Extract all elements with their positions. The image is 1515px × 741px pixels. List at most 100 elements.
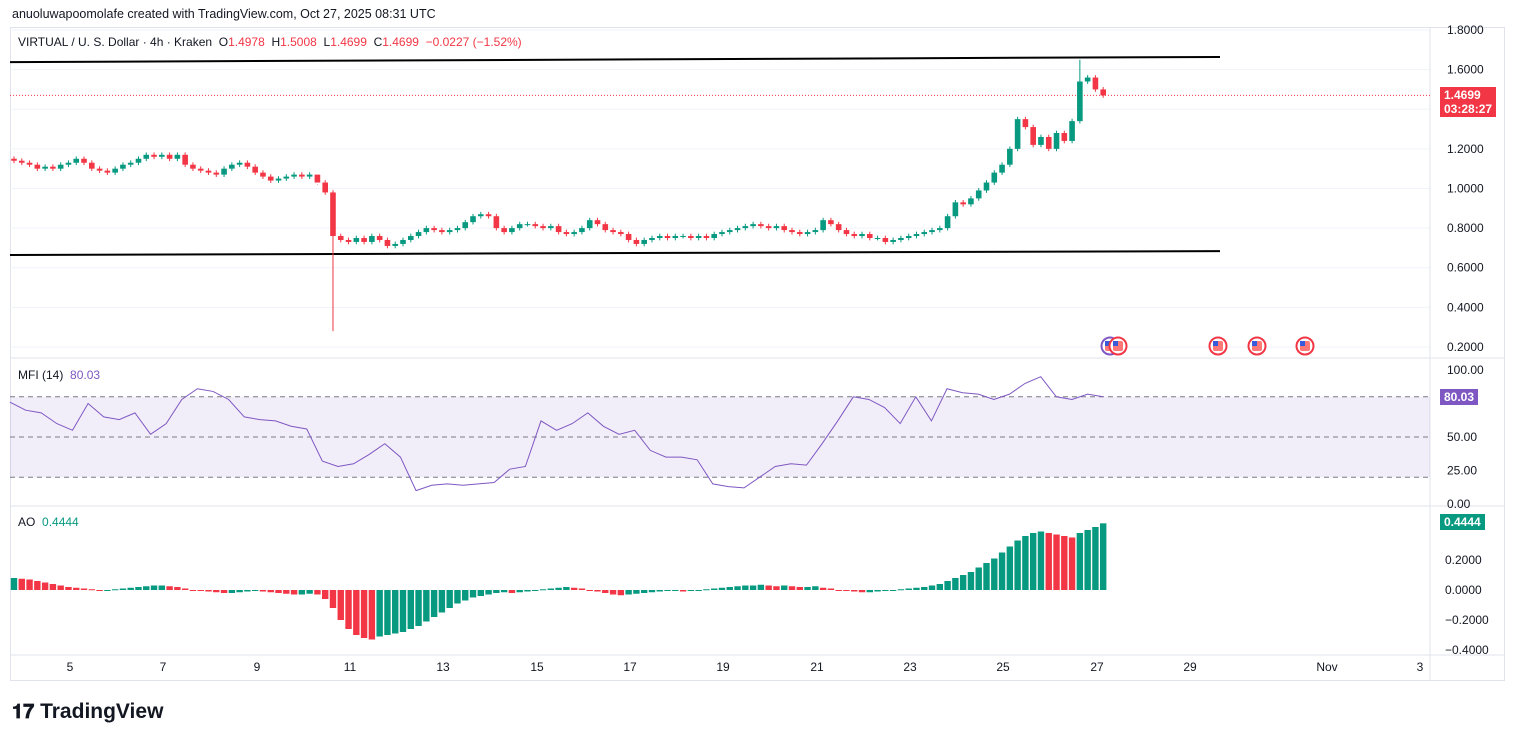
candle-body <box>944 216 951 229</box>
candle-body <box>649 238 655 240</box>
low-label: L <box>323 35 331 49</box>
mfi-axis-label: 0.00 <box>1447 497 1471 511</box>
ao-bar <box>889 590 897 591</box>
mfi-value-tag: 80.03 <box>1440 389 1479 405</box>
ao-bar <box>49 584 57 590</box>
ao-bar <box>991 558 998 590</box>
candle-body <box>703 236 710 239</box>
candle-body <box>221 168 227 175</box>
ao-bar <box>1068 537 1076 590</box>
ao-bar <box>384 590 391 635</box>
ao-bar <box>415 590 422 626</box>
candle-body <box>991 172 998 183</box>
ao-bar <box>703 589 710 591</box>
ao-bar <box>423 590 430 622</box>
ao-bar <box>928 585 936 590</box>
ao-bar <box>392 590 399 634</box>
price-axis-label: 1.0000 <box>1447 181 1484 195</box>
ao-bar <box>524 590 531 592</box>
ao-bar <box>757 584 765 590</box>
ao-bar <box>368 590 376 640</box>
us-flag-canton <box>1300 341 1305 346</box>
low-value: 1.4699 <box>330 35 367 49</box>
candle-body <box>867 234 873 239</box>
candle-body <box>835 224 842 231</box>
ao-bar <box>656 590 663 592</box>
ao-bar <box>213 590 220 593</box>
ao-bar <box>695 590 702 591</box>
ao-bar <box>189 590 197 591</box>
ao-bar <box>73 587 80 590</box>
date-axis-label: 27 <box>1090 660 1104 674</box>
ao-bar <box>1006 546 1014 590</box>
ao-bar <box>1100 523 1107 590</box>
ao-bar <box>298 590 306 595</box>
date-axis-label: 25 <box>996 660 1010 674</box>
candle-body <box>618 232 624 235</box>
candle-body <box>672 236 679 239</box>
candle-body <box>314 174 321 183</box>
candle-body <box>446 230 453 233</box>
candle-body <box>182 154 188 165</box>
candle-body <box>135 158 142 163</box>
ao-bar <box>283 590 290 594</box>
candle-body <box>820 220 826 231</box>
ao-bar <box>306 590 313 594</box>
candle-body <box>680 236 686 238</box>
candle-body <box>50 166 56 169</box>
candle-body <box>859 234 865 237</box>
candle-body <box>711 234 717 239</box>
candle-body <box>127 162 134 165</box>
ao-bar <box>633 590 640 594</box>
ao-bar <box>329 590 337 608</box>
ao-bar <box>819 587 827 590</box>
candle-body <box>283 176 290 179</box>
candle-body <box>120 164 126 169</box>
ao-bar <box>913 587 920 590</box>
ao-bar <box>602 590 609 593</box>
ao-bar <box>1053 534 1060 590</box>
ao-bar <box>205 590 212 592</box>
us-flag-canton <box>1105 341 1110 346</box>
ao-bar <box>251 590 259 591</box>
candle-body <box>73 158 80 163</box>
close-value: 1.4699 <box>382 35 419 49</box>
date-axis-label: Nov <box>1316 660 1337 674</box>
ao-bar <box>718 587 726 590</box>
candle-body <box>376 236 383 240</box>
candle-body <box>205 170 212 173</box>
ao-bar <box>1076 533 1084 590</box>
ao-bar <box>781 585 788 590</box>
candle-body <box>726 230 733 233</box>
ao-bar <box>236 590 243 593</box>
candle-body <box>81 158 87 163</box>
ao-bar <box>1014 540 1021 590</box>
symbol-title[interactable]: VIRTUAL / U. S. Dollar · 4h · Kraken <box>18 35 213 49</box>
ao-bar <box>866 590 873 593</box>
tradingview-logo[interactable]: 𝟏𝟕 TradingView <box>12 700 163 724</box>
candle-body <box>937 228 943 231</box>
ao-bar <box>563 587 570 590</box>
ao-bar <box>586 590 593 591</box>
candle-body <box>462 222 469 229</box>
candle-body <box>571 232 577 235</box>
mfi-axis-label: 50.00 <box>1447 430 1477 444</box>
ao-axis-label: 0.0000 <box>1445 583 1482 597</box>
us-flag-canton <box>1213 341 1218 346</box>
ao-bar <box>322 590 329 599</box>
ao-bar <box>726 587 733 590</box>
candle-body <box>1022 119 1029 128</box>
candle-body <box>493 216 500 229</box>
mfi-line <box>9 376 1104 492</box>
trendline <box>9 55 1221 64</box>
ao-bar <box>111 589 119 591</box>
ao-bar <box>967 572 975 590</box>
candle-body <box>291 174 297 177</box>
ao-bar <box>648 590 656 593</box>
candle-body <box>796 232 803 235</box>
candle-body <box>524 224 531 226</box>
candle-body <box>275 178 282 181</box>
candle-body <box>89 162 95 169</box>
date-axis-label: 3 <box>1417 660 1424 674</box>
